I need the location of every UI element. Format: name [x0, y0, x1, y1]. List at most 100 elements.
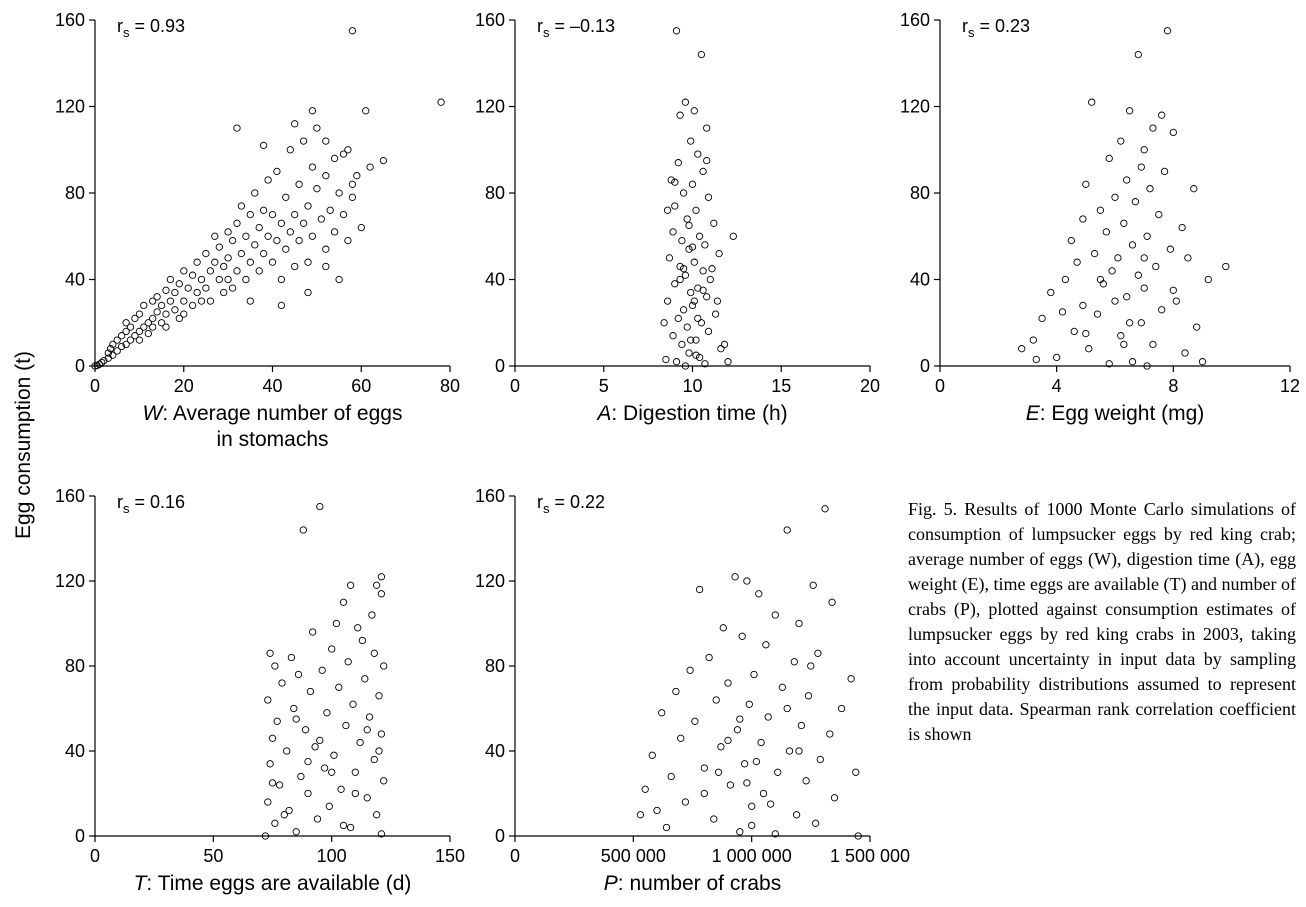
data-point [330, 228, 339, 236]
data-point [683, 323, 691, 331]
data-point [686, 666, 694, 674]
data-point [1134, 50, 1142, 59]
data-point [362, 107, 370, 115]
data-point [703, 293, 711, 301]
x-tick-label: 4 [1052, 376, 1062, 396]
data-point [365, 713, 374, 721]
y-tick-label: 120 [55, 571, 85, 591]
data-point [295, 180, 303, 188]
data-point [251, 189, 259, 197]
data-point [826, 730, 834, 738]
data-point [308, 107, 317, 115]
data-point [337, 785, 345, 793]
data-point [291, 120, 299, 128]
data-point [220, 288, 228, 297]
data-point [679, 306, 688, 314]
data-point [1108, 267, 1116, 275]
data-point [710, 219, 718, 227]
data-point [224, 254, 232, 262]
data-point [264, 232, 272, 240]
data-point [690, 297, 698, 305]
data-point [708, 265, 716, 273]
data-point [671, 202, 679, 210]
y-tick-label: 0 [75, 826, 85, 846]
data-point [1134, 271, 1142, 279]
y-tick-label: 0 [495, 826, 505, 846]
data-point [719, 624, 727, 632]
data-point [697, 50, 706, 59]
data-point [1198, 358, 1207, 366]
data-point [332, 619, 341, 628]
data-point [699, 267, 707, 275]
data-point [122, 340, 130, 349]
data-point [188, 271, 197, 279]
data-point [368, 611, 376, 619]
data-point [153, 293, 161, 301]
data-point [339, 150, 348, 158]
data-point [667, 772, 675, 781]
x-tick-label: 500 000 [601, 846, 666, 866]
data-point [215, 243, 223, 251]
data-point [278, 679, 286, 687]
x-tick-label: 0 [935, 376, 945, 396]
y-tick-label: 40 [485, 741, 505, 761]
data-point [351, 768, 359, 776]
data-point [837, 704, 846, 713]
data-point [703, 124, 711, 132]
data-point [676, 111, 684, 119]
data-point [778, 683, 787, 691]
data-point [1105, 360, 1113, 368]
data-point [1070, 327, 1078, 336]
data-point [193, 288, 201, 297]
data-point [740, 760, 749, 768]
data-point [149, 297, 157, 305]
data-point [687, 288, 695, 297]
data-point [783, 526, 791, 534]
data-point [220, 262, 228, 271]
data-point [149, 314, 157, 323]
data-point [785, 747, 794, 755]
data-point [704, 193, 713, 201]
data-point [304, 789, 312, 798]
spearman-annotation: rs = 0.93 [117, 16, 185, 40]
data-point [351, 789, 359, 798]
data-point [277, 219, 286, 227]
data-point [674, 314, 682, 323]
data-point [816, 755, 824, 764]
data-point [292, 828, 300, 836]
data-point [180, 310, 188, 318]
data-point [1114, 254, 1122, 262]
data-point [678, 236, 686, 245]
data-point [297, 772, 305, 781]
data-point [268, 734, 277, 742]
data-point [715, 249, 723, 258]
data-point [690, 258, 698, 266]
data-point [380, 662, 388, 670]
data-point [335, 189, 343, 197]
data-point [743, 779, 751, 787]
data-point [348, 180, 357, 188]
data-point [695, 232, 704, 240]
data-point [131, 332, 139, 340]
data-point [171, 306, 179, 314]
data-point [228, 284, 237, 292]
data-point [774, 768, 782, 776]
data-point [688, 243, 697, 251]
y-tick-label: 80 [65, 656, 85, 676]
data-point [1158, 306, 1166, 314]
data-point [1149, 340, 1157, 349]
data-point [268, 210, 277, 219]
panel-w: 0 40 80 120 160 0 20 40 60 80 rs = 0.93 W: Average … [55, 10, 460, 451]
data-point [188, 301, 197, 310]
figure-caption: Fig. 5. Results of 1000 Monte Carlo simu… [908, 497, 1296, 747]
panel-e: 0 40 80 120 160 0 4 8 12 rs = 0.23 E: Egg weight (… [900, 10, 1300, 425]
data-point [271, 662, 279, 670]
data-point [1125, 107, 1134, 115]
x-axis-label-line2: in stomachs [216, 428, 328, 451]
data-point [1029, 336, 1037, 344]
x-tick-label: 0 [90, 846, 100, 866]
y-tick-label: 120 [900, 97, 930, 117]
data-point [724, 679, 732, 687]
data-point [1152, 262, 1160, 271]
data-point [762, 641, 770, 649]
